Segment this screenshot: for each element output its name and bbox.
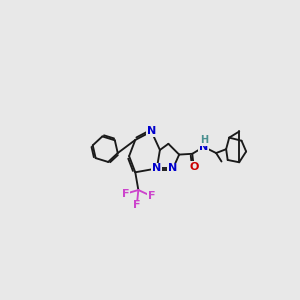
Text: F: F bbox=[122, 189, 129, 199]
Text: F: F bbox=[133, 200, 141, 210]
Text: O: O bbox=[189, 162, 199, 172]
Text: N: N bbox=[152, 164, 161, 173]
Text: N: N bbox=[199, 142, 208, 152]
Text: N: N bbox=[168, 164, 178, 173]
Text: F: F bbox=[148, 191, 155, 201]
Text: N: N bbox=[147, 127, 156, 136]
Text: H: H bbox=[200, 135, 208, 145]
